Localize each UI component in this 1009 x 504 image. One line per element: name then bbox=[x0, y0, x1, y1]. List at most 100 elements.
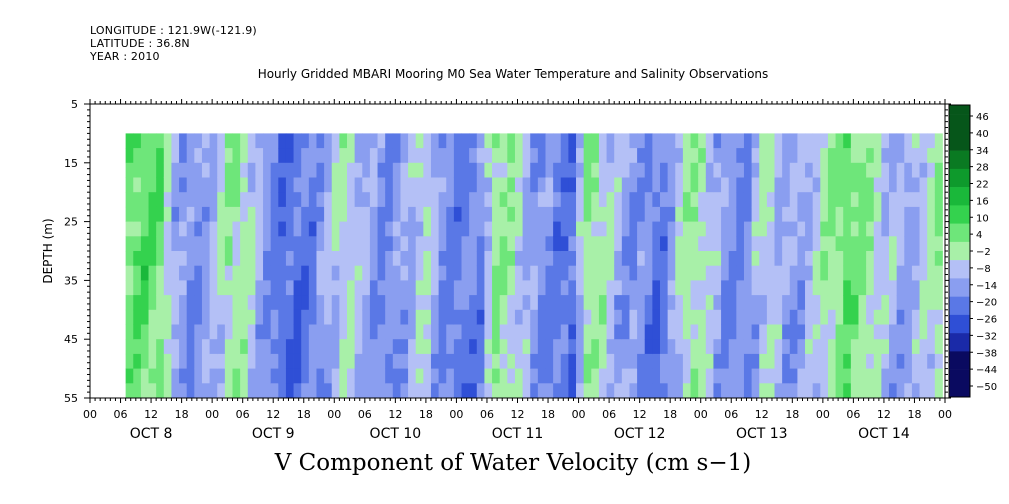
heatmap-cell bbox=[682, 368, 691, 384]
heatmap-cell bbox=[774, 265, 783, 281]
heatmap-cell bbox=[331, 383, 340, 399]
heatmap-cell bbox=[324, 324, 333, 340]
heatmap-cell bbox=[919, 162, 928, 178]
heatmap-cell bbox=[125, 309, 134, 325]
heatmap-cell bbox=[385, 162, 394, 178]
heatmap-cell bbox=[881, 192, 890, 208]
heatmap-cell bbox=[293, 177, 302, 193]
heatmap-cell bbox=[797, 148, 806, 164]
heatmap-cell bbox=[217, 192, 226, 208]
heatmap-cell bbox=[568, 339, 577, 355]
heatmap-cell bbox=[644, 192, 653, 208]
heatmap-cell bbox=[774, 133, 783, 149]
heatmap-cell bbox=[285, 148, 294, 164]
heatmap-cell bbox=[201, 221, 210, 237]
heatmap-cell bbox=[255, 324, 264, 340]
heatmap-cell bbox=[835, 162, 844, 178]
heatmap-cell bbox=[805, 206, 814, 222]
heatmap-cell bbox=[423, 353, 432, 369]
heatmap-cell bbox=[614, 368, 623, 384]
heatmap-cell bbox=[721, 148, 730, 164]
heatmap-cell bbox=[232, 251, 241, 267]
heatmap-cell bbox=[224, 309, 233, 325]
heatmap-cell bbox=[644, 339, 653, 355]
heatmap-cell bbox=[163, 324, 172, 340]
heatmap-cell bbox=[827, 206, 836, 222]
heatmap-cell bbox=[377, 206, 386, 222]
heatmap-cell bbox=[453, 206, 462, 222]
heatmap-cell bbox=[316, 133, 325, 149]
heatmap-cell bbox=[866, 133, 875, 149]
heatmap-cell bbox=[751, 162, 760, 178]
x-axis-tick-label: 12 bbox=[266, 408, 280, 421]
heatmap-cell bbox=[736, 265, 745, 281]
colorbar-label: −44 bbox=[976, 365, 997, 376]
heatmap-cell bbox=[736, 236, 745, 252]
heatmap-cell bbox=[637, 295, 646, 311]
heatmap-cell bbox=[278, 177, 287, 193]
heatmap-cell bbox=[255, 265, 264, 281]
heatmap-cell bbox=[919, 133, 928, 149]
heatmap-cell bbox=[339, 280, 348, 296]
date-label: OCT 8 bbox=[130, 426, 173, 442]
heatmap-cell bbox=[316, 295, 325, 311]
heatmap-cell bbox=[354, 280, 363, 296]
heatmap-cell bbox=[469, 309, 478, 325]
heatmap-cell bbox=[484, 309, 493, 325]
x-axis-tick-label: 00 bbox=[205, 408, 219, 421]
heatmap-cell bbox=[301, 324, 310, 340]
heatmap-cell bbox=[713, 206, 722, 222]
heatmap-cell bbox=[621, 324, 630, 340]
heatmap-cell bbox=[415, 236, 424, 252]
heatmap-cell bbox=[881, 206, 890, 222]
x-axis-tick-label: 18 bbox=[419, 408, 433, 421]
heatmap-cell bbox=[927, 177, 936, 193]
heatmap-cell bbox=[476, 192, 485, 208]
heatmap-cell bbox=[507, 324, 516, 340]
x-axis-tick-label: 18 bbox=[175, 408, 189, 421]
heatmap-cell bbox=[514, 177, 523, 193]
heatmap-cell bbox=[308, 295, 317, 311]
heatmap-cell bbox=[499, 162, 508, 178]
heatmap-cell bbox=[484, 133, 493, 149]
x-axis-tick-label: 18 bbox=[541, 408, 555, 421]
heatmap-cell bbox=[889, 339, 898, 355]
heatmap-cell bbox=[889, 236, 898, 252]
colorbar-swatch bbox=[949, 205, 970, 215]
heatmap-cell bbox=[866, 339, 875, 355]
heatmap-cell bbox=[140, 236, 149, 252]
heatmap-cell bbox=[362, 162, 371, 178]
heatmap-cell bbox=[240, 339, 249, 355]
heatmap-cell bbox=[866, 177, 875, 193]
heatmap-cell bbox=[629, 206, 638, 222]
heatmap-cell bbox=[728, 295, 737, 311]
heatmap-cell bbox=[560, 192, 569, 208]
heatmap-cell bbox=[377, 251, 386, 267]
heatmap-cell bbox=[835, 221, 844, 237]
colorbar-swatch bbox=[949, 168, 970, 179]
heatmap-cell bbox=[209, 206, 218, 222]
heatmap-cell bbox=[698, 221, 707, 237]
heatmap-cell bbox=[133, 280, 142, 296]
heatmap-cell bbox=[163, 221, 172, 237]
heatmap-cell bbox=[362, 206, 371, 222]
heatmap-cell bbox=[514, 309, 523, 325]
heatmap-cell bbox=[866, 280, 875, 296]
heatmap-cell bbox=[446, 162, 455, 178]
heatmap-cell bbox=[728, 206, 737, 222]
heatmap-cell bbox=[171, 221, 180, 237]
heatmap-cell bbox=[583, 236, 592, 252]
heatmap-cell bbox=[339, 339, 348, 355]
heatmap-cell bbox=[140, 339, 149, 355]
heatmap-cell bbox=[889, 192, 898, 208]
heatmap-cell bbox=[499, 295, 508, 311]
heatmap-cell bbox=[728, 353, 737, 369]
heatmap-cell bbox=[400, 251, 409, 267]
heatmap-cell bbox=[377, 236, 386, 252]
heatmap-cell bbox=[889, 265, 898, 281]
heatmap-cell bbox=[675, 192, 684, 208]
heatmap-cell bbox=[186, 383, 195, 399]
heatmap-cell bbox=[301, 251, 310, 267]
heatmap-cell bbox=[392, 192, 401, 208]
heatmap-cell bbox=[369, 339, 378, 355]
